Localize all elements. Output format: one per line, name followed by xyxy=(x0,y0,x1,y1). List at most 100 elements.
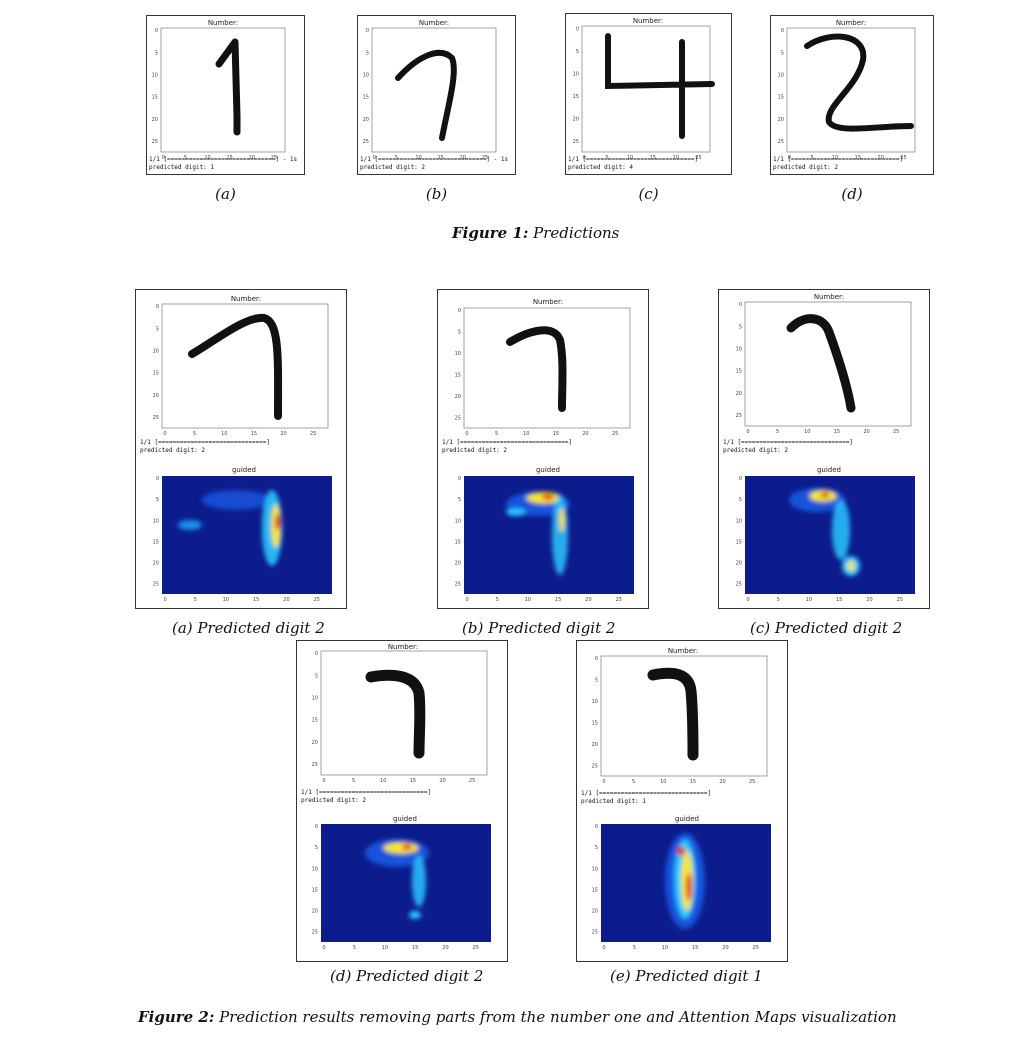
y-tick-label: 0 xyxy=(739,476,742,482)
progress-text: 1/1 [==============================] xyxy=(723,439,853,446)
y-tick-label: 25 xyxy=(592,763,598,769)
x-tick-label: 20 xyxy=(582,431,588,437)
x-tick-label: 20 xyxy=(439,778,445,784)
fig2-panel-c: Number: 0 5 10 15 20 25 0 5 10 15 20 25 1/1 [======… xyxy=(718,289,930,609)
progress-text: 1/1 [==============================] xyxy=(140,439,270,446)
x-tick-label: 10 xyxy=(204,155,210,161)
y-tick-label: 0 xyxy=(458,476,461,482)
x-tick-label: 0 xyxy=(746,429,749,435)
prediction-text: predicted digit: 2 xyxy=(140,447,205,454)
digit-stroke xyxy=(804,33,914,132)
x-tick-label: 25 xyxy=(612,431,618,437)
y-tick-label: 25 xyxy=(455,415,461,421)
x-tick-label: 15 xyxy=(692,945,698,951)
x-tick-label: 15 xyxy=(226,155,232,161)
y-tick-label: 20 xyxy=(153,560,159,566)
digit-stroke xyxy=(395,49,457,141)
progress-text: 1/1 [==============================] xyxy=(773,156,903,163)
prediction-text: predicted digit: 2 xyxy=(442,447,507,454)
fig2-plot-d: Number: 0 5 10 15 20 25 0 5 10 15 20 25 1/1 [======… xyxy=(301,643,491,951)
x-tick-label: 15 xyxy=(690,779,696,785)
y-tick-label: 15 xyxy=(736,369,742,375)
y-tick-label: 15 xyxy=(455,539,461,545)
x-tick-label: 15 xyxy=(251,431,257,437)
map-title: guided xyxy=(232,466,256,474)
y-tick-label: 20 xyxy=(592,742,598,748)
y-tick-label: 15 xyxy=(573,94,579,100)
x-tick-label: 5 xyxy=(777,597,780,603)
x-tick-label: 0 xyxy=(373,155,376,161)
x-tick-label: 20 xyxy=(722,945,728,951)
plot-title: Number: xyxy=(668,647,698,655)
x-tick-label: 0 xyxy=(602,779,605,785)
x-tick-label: 15 xyxy=(650,155,656,161)
plot-title: Number: xyxy=(208,19,238,27)
x-tick-label: 5 xyxy=(194,597,197,603)
y-tick-label: 10 xyxy=(592,866,598,872)
x-tick-label: 10 xyxy=(804,429,810,435)
fig2-panel-e: Number: 0 5 10 15 20 25 0 5 10 15 20 25 1/1 [======… xyxy=(576,640,788,962)
x-tick-label: 5 xyxy=(193,431,196,437)
x-tick-label: 5 xyxy=(352,778,355,784)
progress-text: 1/1 [==============================] xyxy=(581,790,711,797)
x-tick-label: 0 xyxy=(788,155,791,161)
digit-stroke xyxy=(605,33,715,139)
progress-text: 1/1 [==============================] xyxy=(568,156,698,163)
y-tick-label: 15 xyxy=(592,720,598,726)
y-tick-label: 0 xyxy=(315,651,318,657)
fig2-caption-d: (d) Predicted digit 2 xyxy=(330,967,484,985)
x-tick-label: 25 xyxy=(900,155,906,161)
x-tick-label: 5 xyxy=(811,155,814,161)
digit-stroke xyxy=(506,326,567,412)
x-tick-label: 15 xyxy=(555,597,561,603)
y-tick-label: 10 xyxy=(455,351,461,357)
y-tick-label: 5 xyxy=(781,50,784,56)
x-tick-label: 15 xyxy=(437,155,443,161)
y-tick-label: 25 xyxy=(153,581,159,587)
figure1-caption: Figure 1: Predictions xyxy=(452,224,619,242)
x-tick-label: 20 xyxy=(673,155,679,161)
y-tick-label: 5 xyxy=(315,845,318,851)
x-tick-label: 20 xyxy=(460,155,466,161)
fig2-caption-c: (c) Predicted digit 2 xyxy=(750,619,903,637)
x-tick-label: 25 xyxy=(749,779,755,785)
figure1-text: Predictions xyxy=(533,224,620,242)
y-tick-label: 15 xyxy=(363,95,369,101)
x-tick-label: 25 xyxy=(314,597,320,603)
y-tick-label: 25 xyxy=(736,413,742,419)
y-tick-label: 20 xyxy=(573,116,579,122)
prediction-text: predicted digit: 1 xyxy=(581,798,646,805)
y-tick-label: 25 xyxy=(312,762,318,768)
y-tick-label: 15 xyxy=(778,95,784,101)
digit-stroke xyxy=(647,667,699,761)
y-tick-label: 25 xyxy=(363,139,369,145)
plot-title: Number: xyxy=(814,293,844,301)
x-tick-label: 10 xyxy=(221,431,227,437)
y-tick-label: 0 xyxy=(595,656,598,662)
x-tick-label: 20 xyxy=(719,779,725,785)
y-tick-label: 0 xyxy=(458,308,461,314)
x-tick-label: 15 xyxy=(412,945,418,951)
y-tick-label: 15 xyxy=(152,95,158,101)
x-tick-label: 15 xyxy=(553,431,559,437)
map-title: guided xyxy=(536,466,560,474)
y-tick-label: 10 xyxy=(312,866,318,872)
x-tick-label: 10 xyxy=(660,779,666,785)
figure2-text: Prediction results removing parts from t… xyxy=(219,1008,897,1026)
y-tick-label: 20 xyxy=(455,560,461,566)
y-tick-label: 5 xyxy=(739,324,742,330)
prediction-text: predicted digit: 2 xyxy=(301,797,366,804)
y-tick-label: 20 xyxy=(592,908,598,914)
y-tick-label: 10 xyxy=(455,518,461,524)
y-tick-label: 10 xyxy=(363,73,369,79)
x-tick-label: 25 xyxy=(893,429,899,435)
x-tick-label: 10 xyxy=(627,155,633,161)
y-tick-label: 10 xyxy=(736,347,742,353)
y-tick-label: 0 xyxy=(595,824,598,830)
y-tick-label: 10 xyxy=(778,73,784,79)
prediction-text: predicted digit: 2 xyxy=(723,447,788,454)
y-tick-label: 20 xyxy=(152,117,158,123)
progress-text: 1/1 [==============================] xyxy=(301,789,431,796)
y-tick-label: 10 xyxy=(736,518,742,524)
y-tick-label: 0 xyxy=(576,26,579,32)
